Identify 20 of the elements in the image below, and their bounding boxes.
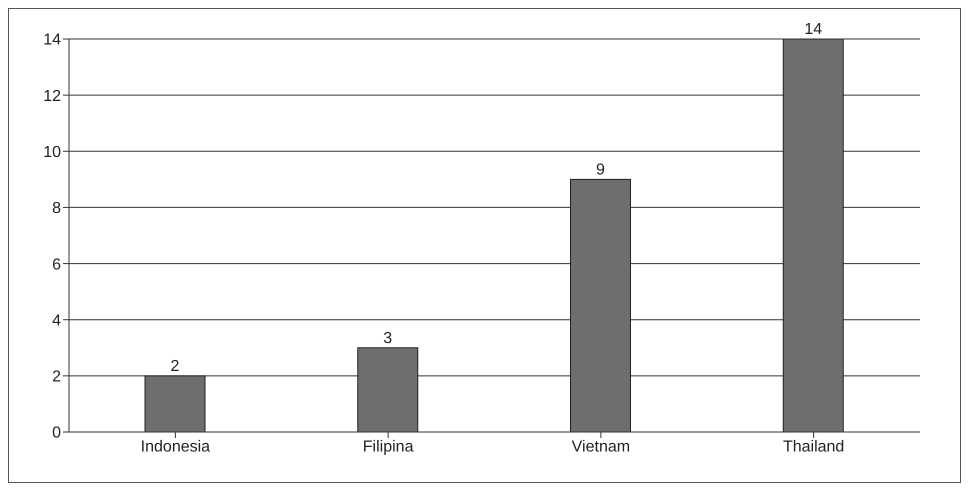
y-tick-label: 10 [43, 144, 62, 161]
x-tick-label: Filipina [362, 438, 414, 456]
y-tick-label: 8 [52, 200, 62, 218]
bar [357, 347, 418, 432]
y-tick-label: 12 [43, 88, 62, 105]
y-tick-label: 14 [43, 32, 62, 49]
data-label: 14 [804, 21, 822, 38]
x-tick-label: Vietnam [572, 438, 630, 456]
data-label: 3 [383, 330, 392, 347]
x-tick-label: Thailand [782, 438, 844, 456]
x-tick-label: Indonesia [140, 438, 210, 456]
y-tick-label: 2 [52, 368, 62, 386]
bar [570, 178, 631, 432]
data-label: 2 [170, 358, 180, 375]
bar [144, 375, 206, 432]
data-label: 9 [596, 161, 606, 178]
bar [782, 39, 844, 432]
y-tick-label: 4 [52, 312, 62, 330]
y-tick-label: 6 [52, 256, 62, 274]
y-tick-label: 0 [52, 424, 62, 442]
